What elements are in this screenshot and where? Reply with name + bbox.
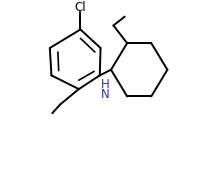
Text: Cl: Cl: [75, 1, 86, 14]
Text: N: N: [101, 88, 110, 101]
Text: H: H: [101, 78, 110, 91]
